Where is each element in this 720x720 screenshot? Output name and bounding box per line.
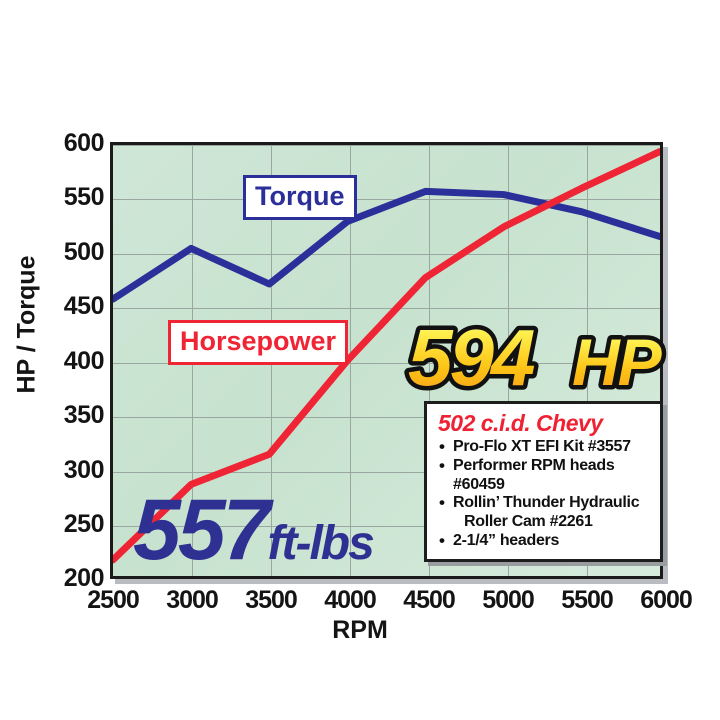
torque-curve xyxy=(113,187,660,303)
x-tick-3000: 3000 xyxy=(166,586,219,614)
gridline-600 xyxy=(113,145,660,146)
x-tick-5500: 5500 xyxy=(561,586,614,614)
spec-box-title: 502 c.i.d. Chevy xyxy=(438,410,603,436)
peak-hp-value: 594 xyxy=(408,313,535,402)
y-tick-250: 250 xyxy=(63,510,105,538)
x-tick-6000: 6000 xyxy=(640,586,693,614)
peak-torque-unit: ft-lbs xyxy=(267,517,375,570)
gridline-350 xyxy=(113,417,660,418)
gridline-5000 xyxy=(508,145,509,576)
gridline-550 xyxy=(113,199,660,200)
peak-hp-value-outline: 594 xyxy=(408,313,535,402)
peak-horsepower-graphic: 594 594 HP HP xyxy=(404,309,674,407)
y-axis-tick-labels: 600 550 500 450 400 350 300 250 200 xyxy=(30,0,105,720)
gridline-250 xyxy=(113,526,660,527)
peak-hp-unit-outline: HP xyxy=(572,325,663,399)
plot-inner xyxy=(113,145,660,576)
y-tick-450: 450 xyxy=(63,292,105,320)
x-tick-3500: 3500 xyxy=(245,586,298,614)
gridline-500 xyxy=(113,254,660,255)
spec-box-list: Pro-Flo XT EFI Kit #3557 Performer RPM h… xyxy=(438,437,651,551)
spec-item-cam-cont: Roller Cam #2261 xyxy=(464,513,593,531)
x-axis-title: RPM xyxy=(332,616,388,644)
torque-legend-callout: Torque xyxy=(243,175,357,220)
spec-item-efi-kit: Pro-Flo XT EFI Kit #3557 xyxy=(438,437,651,457)
horsepower-legend-callout: Horsepower xyxy=(168,320,349,365)
x-tick-4500: 4500 xyxy=(403,586,456,614)
curve-canvas xyxy=(113,147,660,564)
y-tick-400: 400 xyxy=(63,347,105,375)
horsepower-curve xyxy=(113,147,660,564)
peak-torque-graphic: 557ft-lbs xyxy=(133,487,375,573)
x-tick-5000: 5000 xyxy=(482,586,535,614)
gridline-400 xyxy=(113,363,660,364)
spec-box: 502 c.i.d. Chevy Pro-Flo XT EFI Kit #355… xyxy=(424,401,663,563)
x-tick-2500: 2500 xyxy=(87,586,140,614)
y-axis-title: HP / Torque xyxy=(12,255,41,394)
y-tick-200: 200 xyxy=(63,564,105,592)
spec-item-heads: Performer RPM heads #60459 xyxy=(438,456,651,494)
gridline-4500 xyxy=(429,145,430,576)
spec-item-headers: 2-1/4” headers xyxy=(438,531,651,551)
y-tick-500: 500 xyxy=(63,238,105,266)
peak-hp-unit: HP xyxy=(572,325,663,399)
y-tick-550: 550 xyxy=(63,183,105,211)
gridline-5500 xyxy=(587,145,588,576)
y-tick-350: 350 xyxy=(63,401,105,429)
y-tick-600: 600 xyxy=(63,129,105,157)
gridline-450 xyxy=(113,308,660,309)
x-tick-4000: 4000 xyxy=(324,586,377,614)
y-tick-300: 300 xyxy=(63,456,105,484)
spec-item-cam: Rollin’ Thunder Hydraulic xyxy=(438,493,651,513)
peak-torque-value: 557 xyxy=(133,482,270,578)
gridline-300 xyxy=(113,472,660,473)
